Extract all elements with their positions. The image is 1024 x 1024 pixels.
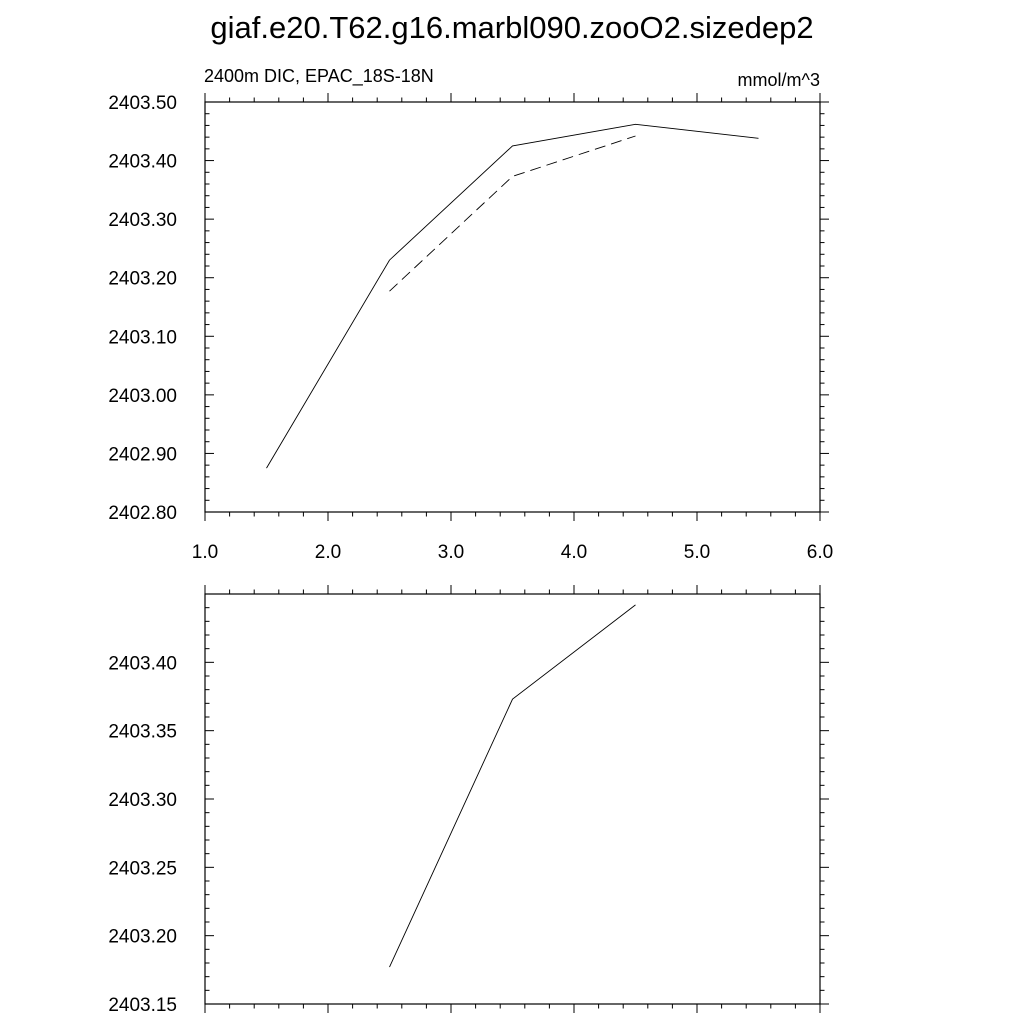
top-y-tick-label: 2403.50 [108, 93, 177, 114]
top-y-tick-label: 2403.10 [108, 327, 177, 348]
top-y-tick-label: 2403.30 [108, 210, 177, 231]
top-x-tick-label: 3.0 [438, 542, 464, 563]
bottom-panel-tick-labels: 2403.15 2403.20 2403.25 2403.30 2403.35 2403.… [108, 653, 177, 1016]
bottom-y-tick-label: 2403.15 [108, 995, 177, 1016]
top-panel-series [266, 123, 759, 469]
top-y-tick-label: 2402.80 [108, 503, 177, 524]
bottom-y-tick-label: 2403.20 [108, 927, 177, 948]
bottom-panel: 2403.15 2403.20 2403.25 2403.30 2403.35 2403.… [108, 585, 829, 1016]
top-panel-units-label: mmol/m^3 [738, 70, 820, 90]
figure-title: giaf.e20.T62.g16.marbl090.zooO2.sizedep2 [210, 10, 813, 45]
bottom-y-tick-label: 2403.40 [108, 653, 177, 674]
top-x-tick-label: 4.0 [561, 542, 587, 563]
top-panel-tick-labels: 1.0 2.0 3.0 4.0 5.0 6.0 2402.80 2402.90 2403.00 2… [108, 93, 833, 563]
top-x-tick-label: 1.0 [192, 542, 218, 563]
top-x-tick-label: 5.0 [684, 542, 710, 563]
top-series-2-line [389, 135, 636, 292]
bottom-y-tick-label: 2403.25 [108, 858, 177, 879]
top-panel-ticks [204, 93, 829, 521]
top-x-tick-label: 2.0 [315, 542, 341, 563]
top-series-1-line [266, 123, 759, 469]
bottom-series-1-line [389, 604, 636, 968]
top-y-tick-label: 2403.00 [108, 386, 177, 407]
top-panel-left-label: 2400m DIC, EPAC_18S-18N [204, 66, 434, 87]
bottom-y-tick-label: 2403.30 [108, 790, 177, 811]
top-y-tick-label: 2403.40 [108, 152, 177, 173]
top-panel-frame [204, 101, 821, 513]
bottom-panel-series [389, 604, 636, 968]
bottom-panel-ticks [204, 585, 829, 1013]
top-panel: 2400m DIC, EPAC_18S-18N mmol/m^3 1.0 2.0 3… [108, 66, 833, 563]
top-y-tick-label: 2403.20 [108, 269, 177, 290]
bottom-y-tick-label: 2403.35 [108, 722, 177, 743]
top-x-tick-label: 6.0 [807, 542, 833, 563]
top-y-tick-label: 2402.90 [108, 444, 177, 465]
